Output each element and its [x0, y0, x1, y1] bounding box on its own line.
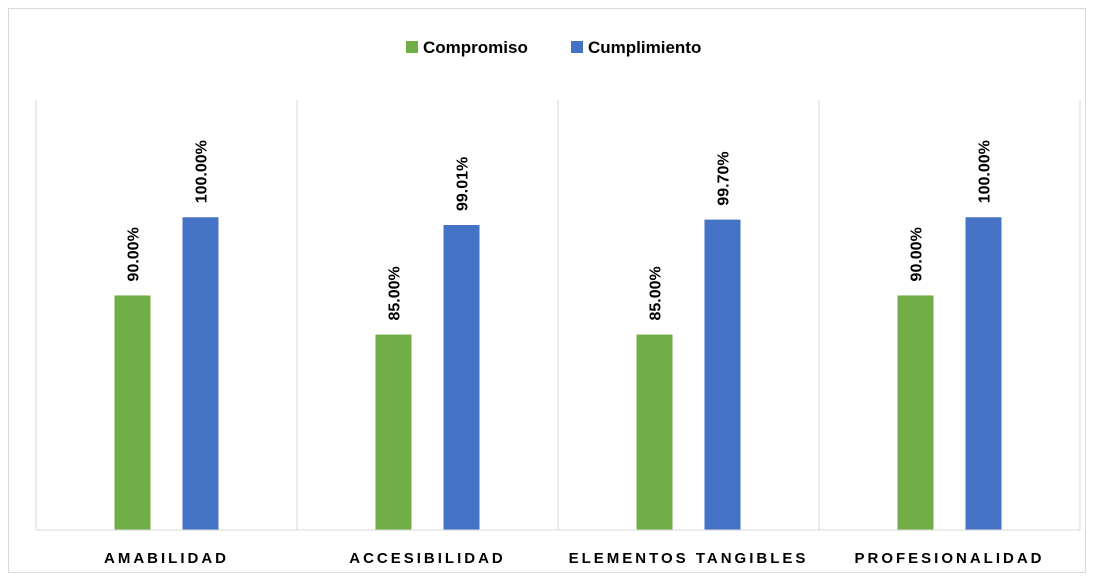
legend-swatch-cumplimiento	[571, 41, 583, 53]
data-label-cumplimiento-amabilidad: 100.00%	[194, 140, 211, 203]
category-label-elementos-tangibles: ELEMENTOS TANGIBLES	[569, 550, 809, 567]
data-label-compromiso-elementos-tangibles: 85.00%	[648, 266, 665, 320]
legend-label-cumplimiento: Cumplimiento	[588, 38, 701, 57]
data-label-compromiso-profesionalidad: 90.00%	[909, 227, 926, 281]
value-labels: 90.00% 100.00% 85.00% 99.01% 85.00% 99.70% 90.…	[126, 140, 994, 320]
data-label-compromiso-accesibilidad: 85.00%	[387, 266, 404, 320]
bar-cumplimiento-profesionalidad	[965, 217, 1002, 531]
bars	[114, 217, 1002, 531]
legend-swatch-compromiso	[406, 41, 418, 53]
legend-label-compromiso: Compromiso	[423, 38, 528, 57]
category-label-amabilidad: AMABILIDAD	[104, 550, 229, 567]
bar-compromiso-profesionalidad	[897, 295, 934, 530]
data-label-cumplimiento-elementos-tangibles: 99.70%	[716, 151, 733, 205]
category-label-profesionalidad: PROFESIONALIDAD	[854, 550, 1044, 567]
data-label-compromiso-amabilidad: 90.00%	[126, 227, 143, 281]
data-label-cumplimiento-profesionalidad: 100.00%	[977, 140, 994, 203]
bar-cumplimiento-amabilidad	[182, 217, 219, 531]
bar-compromiso-elementos-tangibles	[636, 334, 673, 530]
bar-compromiso-amabilidad	[114, 295, 151, 530]
bar-compromiso-accesibilidad	[375, 334, 412, 530]
legend: Compromiso Cumplimiento	[406, 38, 701, 57]
category-separators	[35, 100, 1081, 530]
category-labels: AMABILIDAD ACCESIBILIDAD ELEMENTOS TANGIBL…	[104, 550, 1044, 567]
bar-cumplimiento-elementos-tangibles	[704, 219, 741, 531]
bar-cumplimiento-accesibilidad	[443, 225, 480, 530]
data-label-cumplimiento-accesibilidad: 99.01%	[455, 157, 472, 211]
category-label-accesibilidad: ACCESIBILIDAD	[349, 550, 506, 567]
